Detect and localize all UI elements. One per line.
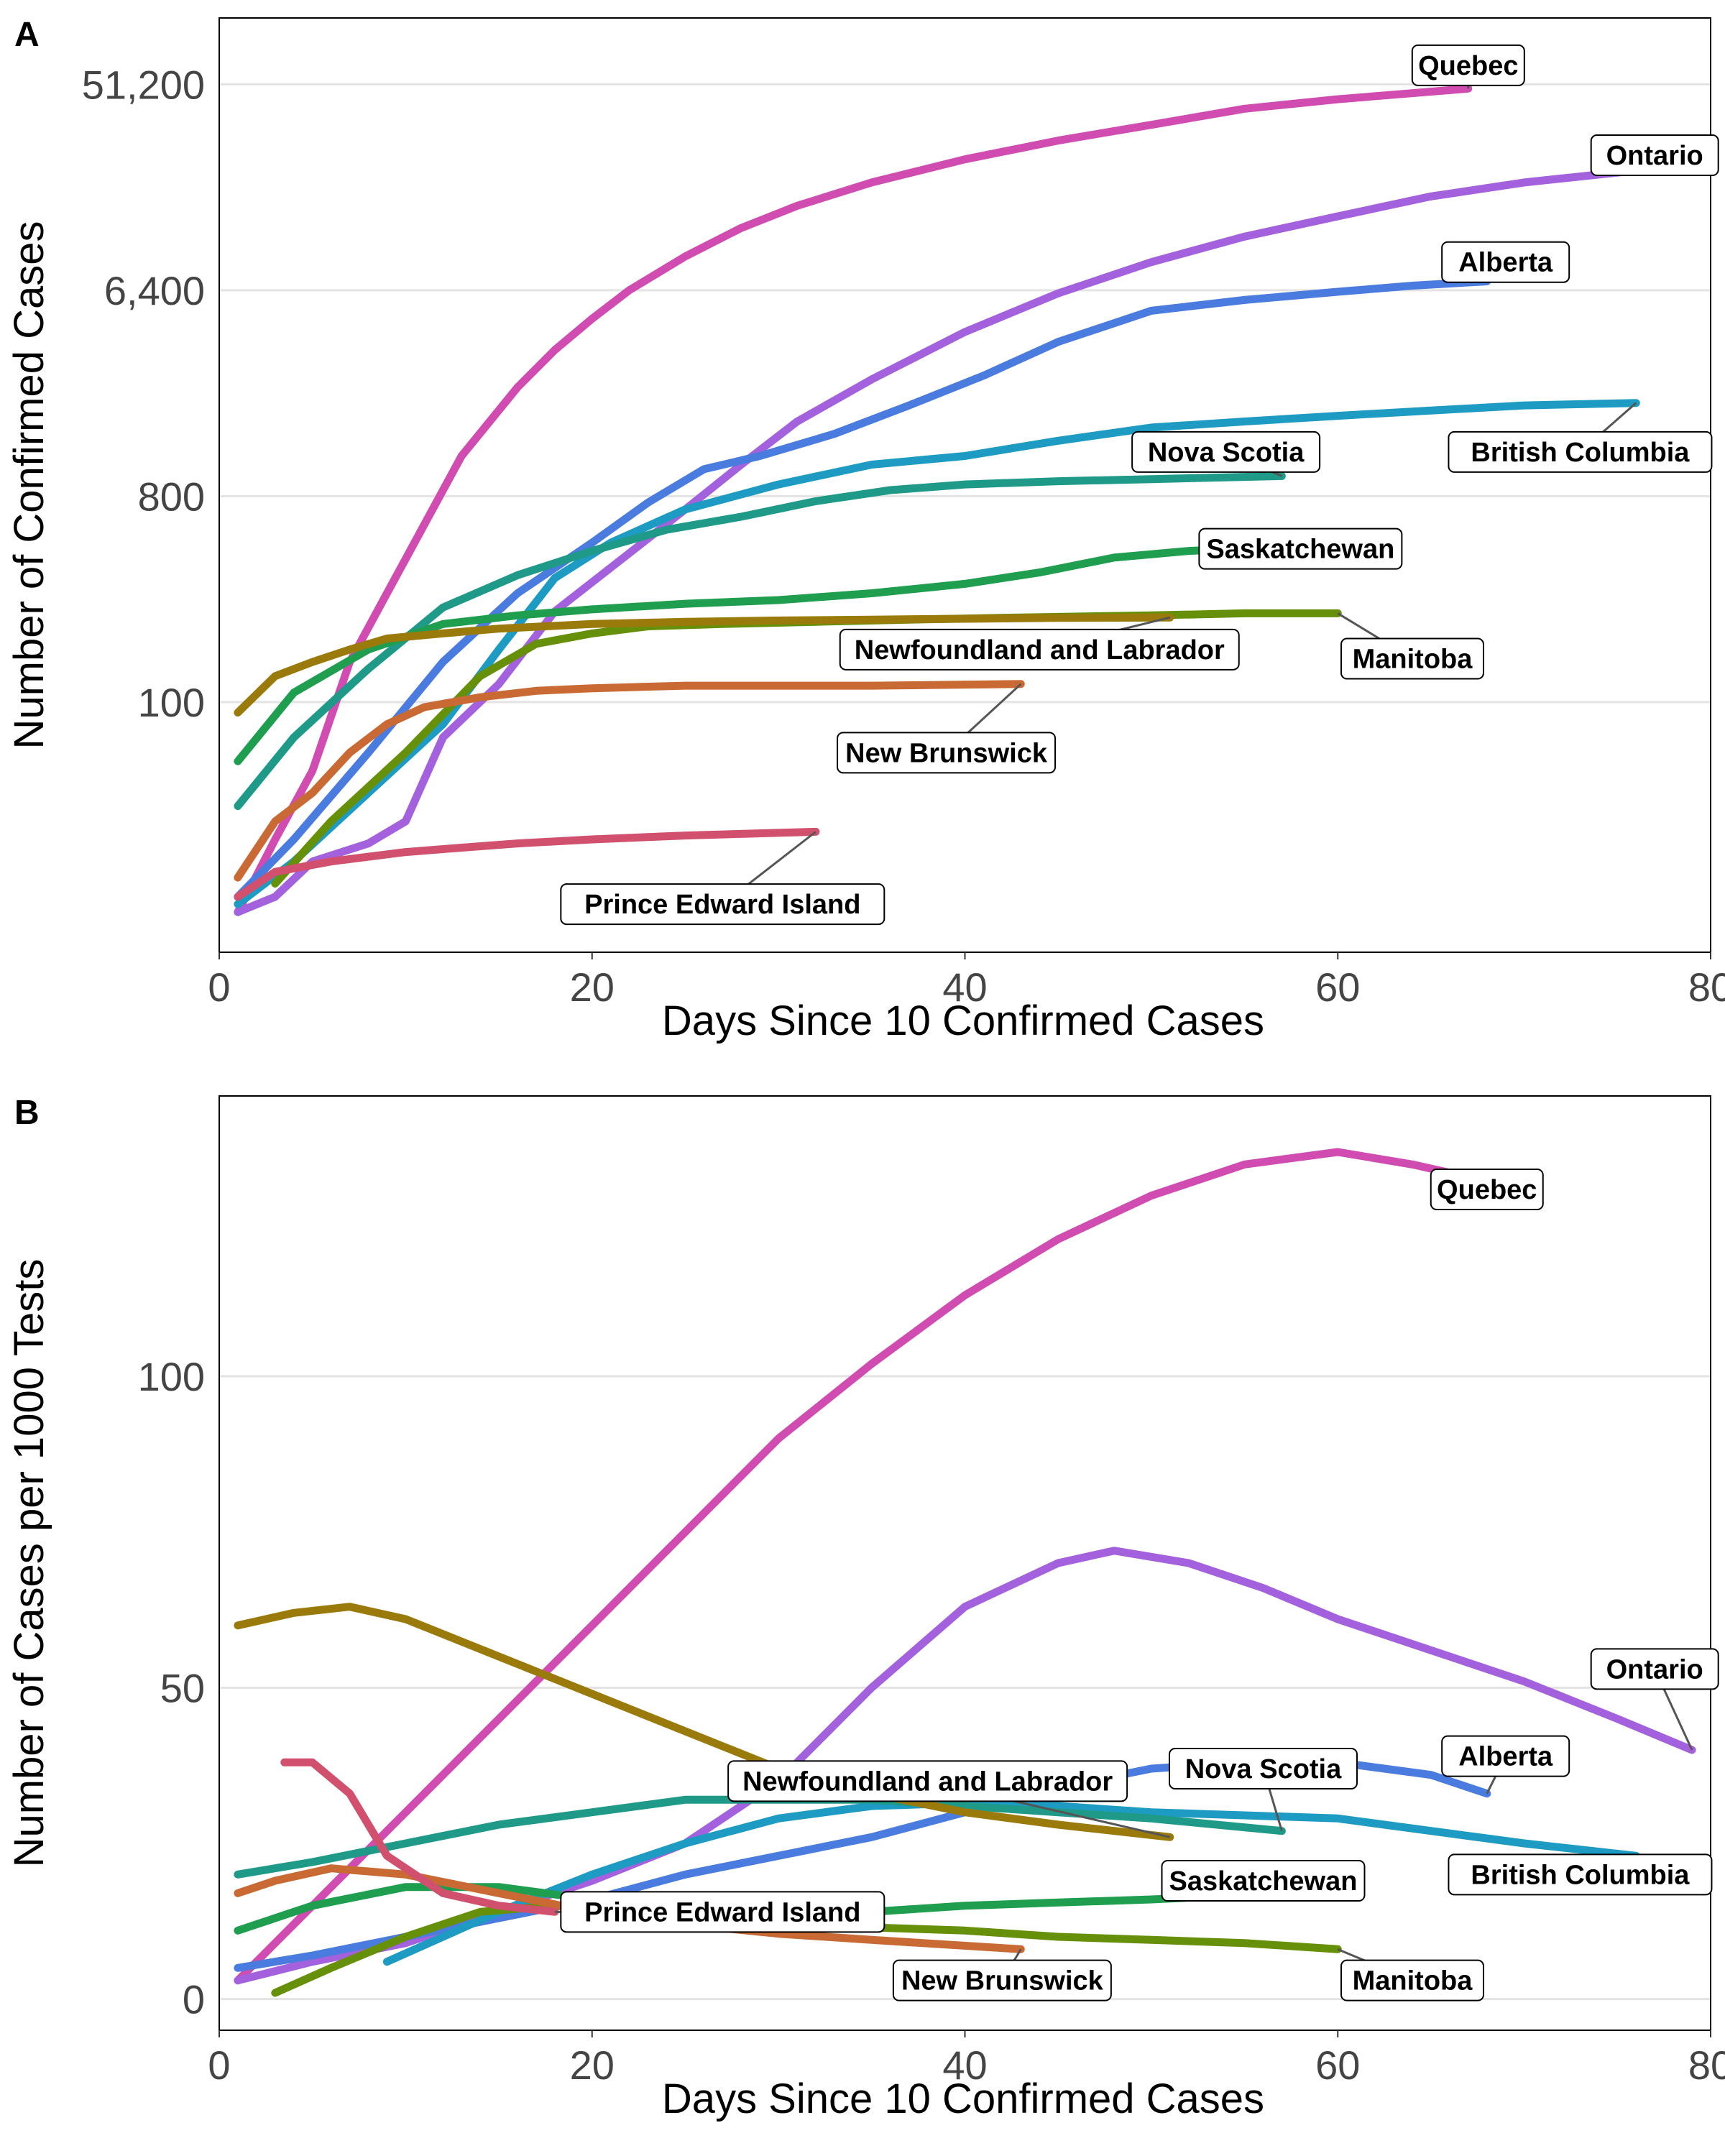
panel-b-y-tick-label: 50: [160, 1665, 205, 1710]
panel-a-series-label-saskatchewan: Saskatchewan: [1206, 535, 1394, 565]
panel-a-x-tick-label: 20: [570, 964, 615, 1010]
panel-b-label-box-newfoundland-and-labrador: [727, 1760, 1128, 1802]
panel-b-series-label-manitoba: Manitoba: [1353, 1966, 1473, 1996]
panel-a-label-box-saskatchewan: [1198, 528, 1403, 570]
panel-b-label-box-new-brunswick: [892, 1959, 1112, 2001]
panel-b-series-label-prince-edward-island: Prince Edward Island: [584, 1897, 860, 1927]
panel-b-series-label-quebec: Quebec: [1437, 1175, 1537, 1205]
panel-a-label-box-quebec: [1411, 44, 1525, 86]
panel-b-chart: B 0 50 100 0 20 40 60 80 Days Since 10 Confirmed…: [6, 1094, 1725, 2122]
panel-a-letter: A: [14, 16, 40, 54]
panel-b-series-label-ontario: Ontario: [1606, 1654, 1703, 1685]
panel-a-label-box-nova-scotia: [1131, 430, 1321, 473]
panel-b-y-axis-title: Number of Cases per 1000 Tests: [6, 1259, 52, 1868]
panel-a-x-tick-label: 60: [1315, 964, 1360, 1010]
panel-b-letter: B: [14, 1094, 40, 1132]
panel-a-series-line-newfoundland-and-labrador: [234, 613, 1174, 717]
panel-a-series-label-quebec: Quebec: [1418, 51, 1518, 81]
panel-a-x-tick-label: 80: [1688, 964, 1725, 1010]
panel-b-x-tick-label: 40: [942, 2042, 987, 2088]
panel-b-y-tick-label: 0: [183, 1977, 205, 2022]
panel-a-label-box-alberta: [1441, 241, 1570, 283]
panel-b-label-box-saskatchewan: [1161, 1860, 1366, 1902]
panel-a-series-line-new-brunswick: [234, 680, 1025, 882]
panel-b-series-label-new-brunswick: New Brunswick: [901, 1966, 1104, 1996]
panel-a-series-label-newfoundland-and-labrador: Newfoundland and Labrador: [855, 635, 1225, 665]
panel-b-series-label-saskatchewan: Saskatchewan: [1169, 1866, 1358, 1897]
panel-a-label-box-ontario: [1590, 134, 1719, 177]
panel-a-y-tick-label: 100: [138, 680, 205, 725]
panel-a-y-axis-title: Number of Confirmed Cases: [6, 221, 52, 750]
panel-a-label-box-british-columbia: [1448, 430, 1713, 473]
panel-a-series-line-nova-scotia: [234, 471, 1286, 811]
panel-a-series-line-prince-edward-island: [234, 827, 820, 901]
panel-b-series-line-prince-edward-island: [280, 1758, 559, 1916]
panel-b-series-line-quebec: [234, 1148, 1473, 1985]
panel-b-label-box-quebec: [1430, 1169, 1544, 1210]
panel-a-y-tick-label: 51,200: [82, 62, 205, 107]
panel-a-series-label-ontario: Ontario: [1606, 141, 1703, 171]
panel-b-label-box-ontario: [1590, 1648, 1719, 1690]
panel-b-series-label-alberta: Alberta: [1458, 1742, 1553, 1772]
panel-b-series-line-new-brunswick: [234, 1864, 1025, 1953]
panel-a-series-line-ontario: [234, 162, 1696, 916]
panel-a-y-tick-label: 6,400: [104, 268, 205, 313]
panel-b-label-box-prince-edward-island: [560, 1891, 886, 1933]
panel-a-series-line-british-columbia: [234, 399, 1640, 908]
panel-a-series-label-nova-scotia: Nova Scotia: [1148, 438, 1305, 468]
panel-b-series-label-nova-scotia: Nova Scotia: [1185, 1754, 1342, 1784]
panel-a-x-tick-label: 40: [942, 964, 987, 1010]
panel-a-x-tick-label: 0: [208, 964, 230, 1010]
panel-a-x-axis-title: Days Since 10 Confirmed Cases: [662, 998, 1264, 1044]
panel-b-x-tick-label: 60: [1315, 2042, 1360, 2088]
panel-a-series-label-british-columbia: British Columbia: [1471, 438, 1690, 468]
panel-a-series-line-saskatchewan: [234, 543, 1286, 765]
panel-b-label-box-alberta: [1441, 1735, 1570, 1777]
panel-b-label-box-nova-scotia: [1169, 1748, 1358, 1789]
panel-a-series-line-alberta: [234, 277, 1491, 901]
panel-b-x-tick-label: 80: [1688, 2042, 1725, 2088]
panel-a-series-label-new-brunswick: New Brunswick: [845, 738, 1048, 768]
panel-b-x-tick-label: 20: [570, 2042, 615, 2088]
panel-a-label-box-prince-edward-island: [560, 883, 886, 926]
panel-a-series-label-prince-edward-island: Prince Edward Island: [584, 890, 860, 920]
panel-b-series-label-newfoundland-and-labrador: Newfoundland and Labrador: [742, 1766, 1113, 1797]
panel-a-chart: A 100 800 6,400 51,200 0 20 40 60 80 Days Since 1…: [6, 16, 1725, 1044]
panel-b-y-tick-label: 100: [138, 1354, 205, 1399]
panel-b-label-box-manitoba: [1340, 1959, 1484, 2001]
panel-a-series-label-manitoba: Manitoba: [1353, 645, 1473, 675]
panel-a-y-tick-label: 800: [138, 474, 205, 519]
panel-b-series-label-british-columbia: British Columbia: [1471, 1860, 1690, 1890]
panel-b-label-box-british-columbia: [1448, 1853, 1713, 1896]
panel-a-label-box-newfoundland-and-labrador: [839, 628, 1240, 671]
panel-a-label-box-new-brunswick: [837, 732, 1057, 774]
panel-a-series-line-quebec: [234, 84, 1473, 916]
panel-a-label-box-manitoba: [1340, 637, 1484, 680]
panel-b-x-tick-label: 0: [208, 2042, 230, 2088]
panel-b-series-line-newfoundland-and-labrador: [234, 1603, 1174, 1841]
panel-b-x-axis-title: Days Since 10 Confirmed Cases: [662, 2076, 1264, 2122]
panel-a-series-label-alberta: Alberta: [1458, 248, 1553, 278]
